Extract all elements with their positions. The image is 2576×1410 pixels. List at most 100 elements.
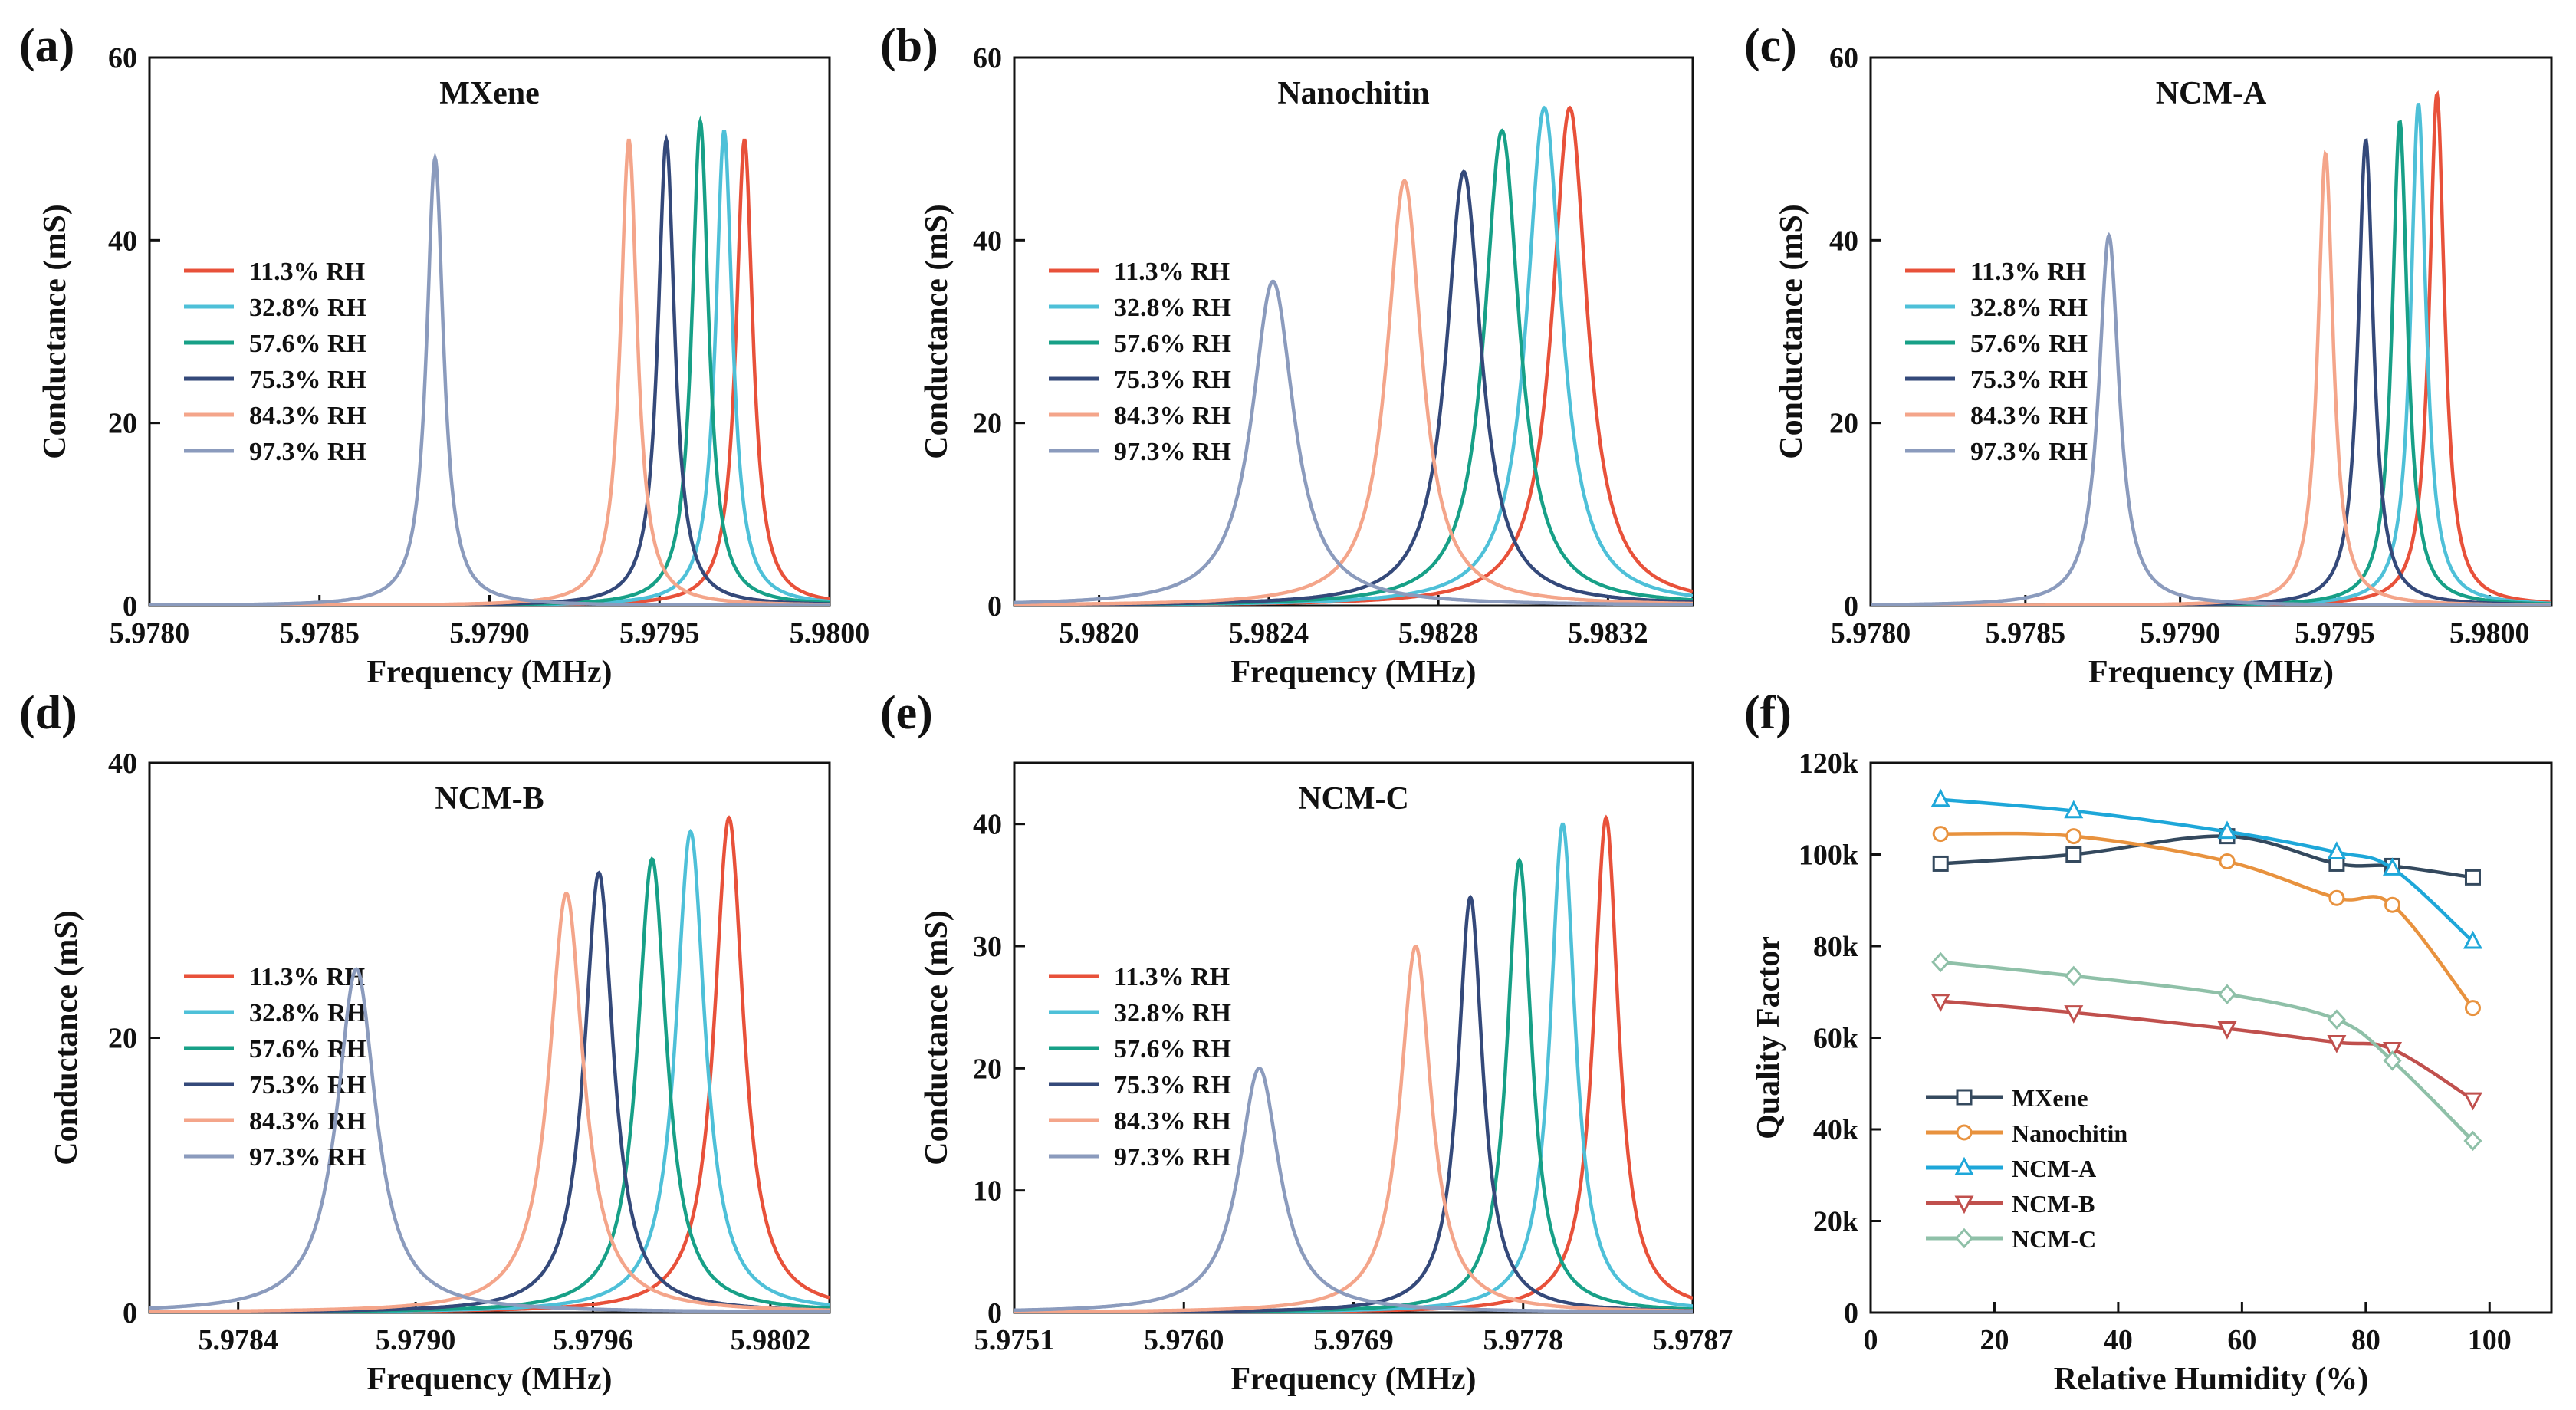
- data-point: [1932, 855, 1949, 872]
- series-line-973rh: [1014, 1066, 1693, 1313]
- panel-f: (f) 0 20 40 60 80 100 0 20k 40k 60k 80k 100k 120k Rela…: [1744, 687, 2553, 1397]
- panel-title: Nanochitin: [1277, 76, 1429, 111]
- data-point: [1930, 788, 1950, 807]
- y-tick-label: 40: [973, 225, 1002, 257]
- panel-title: MXene: [439, 76, 540, 111]
- y-tick-label: 0: [1844, 590, 1858, 623]
- y-tick-label: 60: [973, 42, 1002, 74]
- data-point: [2463, 1092, 2482, 1111]
- data-point: [2064, 965, 2083, 987]
- y-tick-label: 20: [108, 1023, 137, 1055]
- legend-label: 84.3% RH: [249, 402, 366, 430]
- x-tick-label: 5.9820: [1059, 617, 1139, 649]
- data-point: [2217, 820, 2237, 840]
- data-point: [1930, 994, 1950, 1012]
- panel-title: NCM-A: [2156, 76, 2267, 111]
- panel-title: NCM-C: [1298, 781, 1409, 817]
- legend-label: Nanochitin: [2012, 1119, 2128, 1147]
- y-tick-label: 40: [108, 748, 137, 780]
- panel-c: (c) 5.9780 5.9785 5.9790 5.9795 5.9800 0 20 40 60…: [1744, 20, 2553, 690]
- y-tick-label: 20: [973, 408, 1002, 440]
- legend-label: 97.3% RH: [249, 1143, 366, 1172]
- y-tick-label: 0: [987, 590, 1002, 623]
- legend-label: 84.3% RH: [249, 1107, 366, 1136]
- y-tick-label: 0: [123, 1297, 137, 1329]
- legend-label: 11.3% RH: [249, 963, 365, 991]
- x-tick-label: 5.9780: [110, 617, 190, 649]
- series-line-973rh: [150, 152, 830, 606]
- y-tick-label: 20: [108, 408, 137, 440]
- data-point: [2383, 1050, 2402, 1071]
- x-tick-label: 5.9780: [1831, 617, 1911, 649]
- y-tick-label: 0: [987, 1297, 1002, 1329]
- series-line-843rh: [1014, 179, 1693, 606]
- x-tick-label: 5.9790: [2140, 617, 2220, 649]
- x-axis-label: Frequency (MHz): [367, 1362, 613, 1397]
- x-axis-label: Frequency (MHz): [1231, 1362, 1477, 1397]
- panel-e: (e) 5.9751 5.9760 5.9769 5.9778 5.9787 0 10 20 30…: [880, 687, 1733, 1397]
- panel-label: (f): [1744, 687, 1792, 739]
- x-tick-label: 5.9778: [1484, 1324, 1564, 1356]
- legend-label: 32.8% RH: [1114, 999, 1231, 1027]
- legend-marker: [1956, 1124, 1973, 1141]
- series-line-753rh: [1014, 894, 1693, 1313]
- legend-label: 75.3% RH: [1114, 366, 1231, 394]
- y-tick-label: 40: [973, 809, 1002, 841]
- x-tick-label: 100: [2468, 1324, 2512, 1356]
- x-tick-label: 5.9795: [619, 617, 700, 649]
- y-tick-label: 60: [1829, 42, 1858, 74]
- legend-label: 75.3% RH: [249, 1071, 366, 1099]
- series-line-ncmb: [1940, 999, 2474, 1102]
- x-tick-label: 5.9824: [1229, 617, 1309, 649]
- x-tick-label: 5.9784: [198, 1324, 278, 1356]
- x-tick-label: 5.9790: [376, 1324, 456, 1356]
- data-point: [1932, 826, 1949, 843]
- x-axis-label: Frequency (MHz): [1231, 655, 1477, 690]
- panel-label: (a): [19, 20, 74, 72]
- y-tick-label: 40: [108, 225, 137, 257]
- x-tick-label: 5.9832: [1568, 617, 1648, 649]
- x-tick-label: 5.9796: [553, 1324, 633, 1356]
- y-tick-label: 20: [1829, 408, 1858, 440]
- y-tick-label: 40k: [1813, 1114, 1859, 1146]
- y-axis-label: Quality Factor: [1751, 936, 1786, 1139]
- legend-label: 11.3% RH: [1114, 963, 1230, 991]
- x-axis-label: Frequency (MHz): [367, 655, 613, 690]
- x-tick-label: 5.9751: [974, 1324, 1055, 1356]
- data-point: [2064, 800, 2084, 819]
- y-axis-label: Conductance (mS): [1774, 204, 1809, 459]
- series-line-843rh: [1014, 944, 1693, 1313]
- x-tick-label: 5.9790: [449, 617, 530, 649]
- legend-label: NCM-C: [2012, 1225, 2096, 1253]
- legend-label: 97.3% RH: [1970, 438, 2088, 466]
- panel-a: (a) 5.9780 5.9785 5.9790 5.9795 5.9800 0 20 40 60…: [19, 20, 869, 690]
- legend-marker: [1954, 1156, 1974, 1175]
- legend-marker: [1956, 1089, 1973, 1106]
- x-tick-label: 80: [2351, 1324, 2380, 1356]
- x-tick-label: 5.9802: [731, 1324, 811, 1356]
- legend-label: 84.3% RH: [1970, 402, 2088, 430]
- y-tick-label: 30: [973, 931, 1002, 963]
- series-line-973rh: [150, 967, 830, 1313]
- x-tick-label: 5.9760: [1144, 1324, 1224, 1356]
- legend-label: 75.3% RH: [1114, 1071, 1231, 1099]
- y-tick-label: 20: [973, 1053, 1002, 1085]
- data-point: [2219, 853, 2236, 869]
- series-line-576rh: [1871, 120, 2551, 606]
- panel-label: (d): [19, 687, 77, 739]
- series-line-nanochitin: [1940, 831, 2475, 1010]
- data-point: [2327, 1009, 2346, 1030]
- y-tick-label: 120k: [1799, 748, 1859, 780]
- legend-label: 84.3% RH: [1114, 402, 1231, 430]
- data-point: [2464, 869, 2481, 886]
- legend-label: 57.6% RH: [1114, 330, 1231, 358]
- plot-frame: [1869, 761, 2553, 1314]
- legend-label: 84.3% RH: [1114, 1107, 1231, 1136]
- y-tick-label: 60: [108, 42, 137, 74]
- data-point: [2383, 1041, 2403, 1060]
- legend-label: 75.3% RH: [1970, 366, 2088, 394]
- panel-title: NCM-B: [435, 781, 544, 817]
- panel-label: (c): [1744, 20, 1797, 72]
- data-point: [2464, 1000, 2481, 1017]
- data-point: [2064, 1005, 2084, 1024]
